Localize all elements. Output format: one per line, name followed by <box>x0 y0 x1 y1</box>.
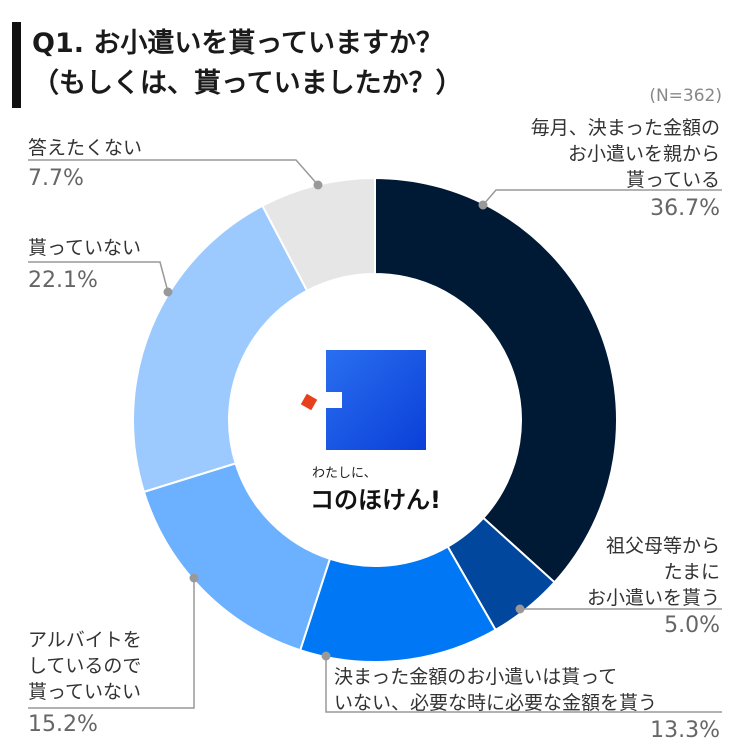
leader-no-answer <box>28 159 319 186</box>
logo-tagline-small: わたしに、 <box>312 466 377 481</box>
leader-parttime <box>28 578 195 709</box>
leader-grandparents-dot <box>515 604 525 614</box>
logo-tagline-big: コのほけん! <box>310 486 441 514</box>
sample-size: (N=362) <box>649 86 722 106</box>
pct-grandparents: 5.0% <box>664 613 720 638</box>
pct-none: 22.1% <box>28 268 98 293</box>
label-no-answer: 答えたくない <box>28 137 143 159</box>
slice-none <box>132 204 309 494</box>
pct-parttime: 15.2% <box>28 712 98 737</box>
leader-as-needed-dot <box>321 651 331 661</box>
leader-parttime-dot <box>189 573 199 583</box>
leader-monthly <box>482 189 722 206</box>
label-none: 貰っていない <box>28 237 142 259</box>
label-as-needed: 決まった金額のお小遣いは貰って いない、必要な時に必要な金額を貰う <box>334 666 658 714</box>
title-line-1: Q1. お小遣いを貰っていますか？ <box>32 28 444 59</box>
label-grandparents: 祖父母等から たまに お小遣いを貰う <box>586 535 720 609</box>
label-parttime: アルバイトを しているので 貰っていない <box>28 629 142 703</box>
slice-parttime <box>142 462 332 652</box>
leader-none <box>28 261 169 293</box>
title-accent-bar <box>12 22 21 108</box>
pct-as-needed: 13.3% <box>650 718 720 743</box>
leader-no-answer-dot <box>313 180 323 190</box>
pct-no-answer: 7.7% <box>28 166 84 191</box>
slice-no-answer <box>261 176 376 293</box>
chart-title: Q1. お小遣いを貰っていますか？ （もしくは、貰っていましたか？） <box>32 24 463 104</box>
slice-monthly <box>374 176 619 584</box>
leader-none-dot <box>163 287 173 297</box>
logo-notch <box>318 392 342 408</box>
pct-monthly: 36.7% <box>650 196 720 221</box>
title-line-2: （もしくは、貰っていましたか？） <box>32 68 463 99</box>
donut-slices <box>132 176 619 663</box>
leader-monthly-dot <box>478 200 488 210</box>
logo-square-icon <box>326 350 426 450</box>
label-monthly: 毎月、決まった金額の お小遣いを親から 貰っている <box>530 117 720 191</box>
leader-lines <box>28 159 722 713</box>
leader-as-needed <box>325 656 722 713</box>
